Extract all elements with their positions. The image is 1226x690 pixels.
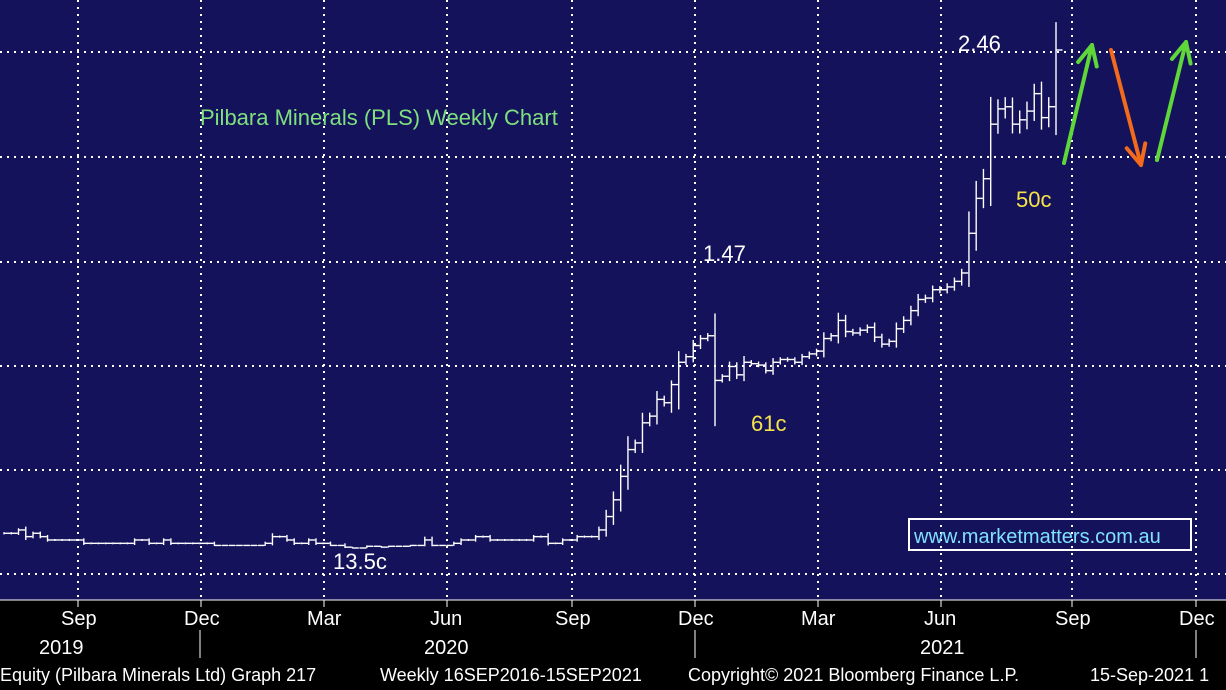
annotation-low-61c: 61c xyxy=(751,411,786,436)
annotation-50c: 50c xyxy=(1016,187,1051,212)
x-tick-label-4: Sep xyxy=(555,608,591,630)
footer-copyright: Copyright© 2021 Bloomberg Finance L.P. xyxy=(688,665,1020,685)
x-tick-label-8: Sep xyxy=(1055,608,1091,630)
year-label-0: 2019 xyxy=(39,637,84,659)
footer-date: 15-Sep-2021 1 xyxy=(1090,665,1210,685)
annotation-high-1-47: 1.47 xyxy=(703,241,746,266)
annotation-low-13-5c: 13.5c xyxy=(333,549,387,574)
x-tick-label-1: Dec xyxy=(184,608,220,630)
projection-arrow-up-1-head xyxy=(1076,43,1099,69)
footer-security: Equity (Pilbara Minerals Ltd) Graph 217 xyxy=(0,665,317,685)
projection-arrow-up-1-shaft xyxy=(1062,43,1094,165)
projection-arrow-down-shaft xyxy=(1109,48,1143,167)
footer-bar xyxy=(0,664,1226,690)
projection-arrow-up-2-shaft xyxy=(1155,40,1188,162)
year-label-2: 2021 xyxy=(920,637,965,659)
year-label-1: 2020 xyxy=(424,637,469,659)
x-tick-label-9: Dec xyxy=(1179,608,1215,630)
x-tick-label-6: Mar xyxy=(801,608,836,630)
x-tick-label-5: Dec xyxy=(678,608,714,630)
x-tick-label-7: Jun xyxy=(924,608,956,630)
projection-arrow-up-2-head xyxy=(1169,40,1193,66)
chart-title: Pilbara Minerals (PLS) Weekly Chart xyxy=(200,105,558,130)
footer-period: Weekly 16SEP2016-15SEP2021 xyxy=(380,665,642,685)
website-watermark: www.marketmatters.com.au xyxy=(913,526,1161,548)
projection-arrow-down-head xyxy=(1124,141,1148,167)
website-box xyxy=(908,518,1192,551)
x-tick-label-3: Jun xyxy=(430,608,462,630)
annotation-high-2-46: 2.46 xyxy=(958,31,1001,56)
x-tick-label-2: Mar xyxy=(307,608,342,630)
x-tick-label-0: Sep xyxy=(61,608,97,630)
